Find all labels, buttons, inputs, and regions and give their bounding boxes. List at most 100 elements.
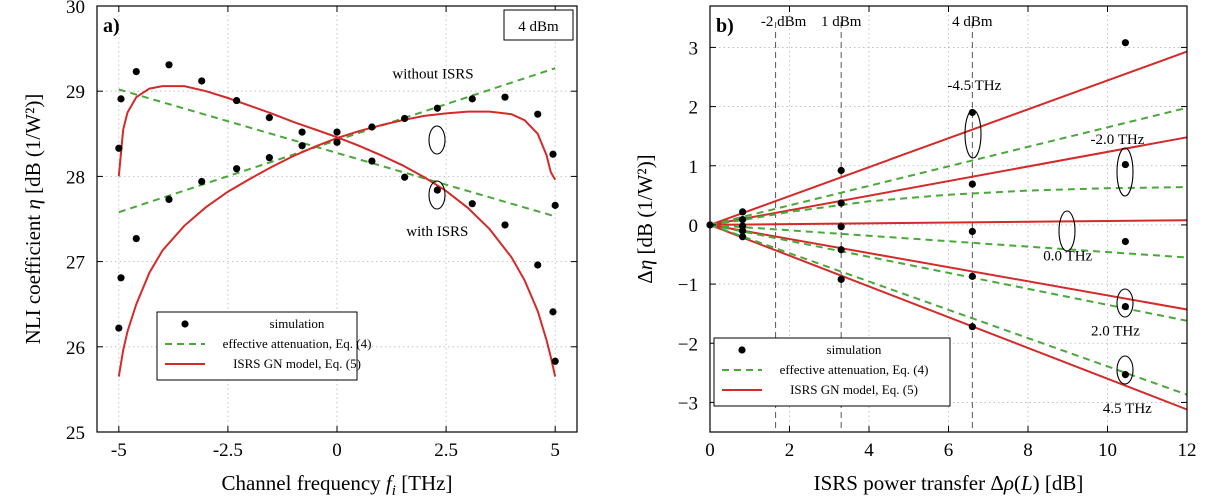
x-tick-label: 8 (1023, 440, 1033, 461)
simulation-point (117, 95, 125, 103)
x-tick-label: 0 (332, 440, 342, 461)
x-tick-label: 5 (550, 440, 560, 461)
simulation-point (468, 95, 476, 103)
annotation-label: without ISRS (392, 66, 473, 82)
y-tick-label: 2 (689, 98, 699, 119)
simulation-point (738, 208, 747, 216)
simulation-point (837, 275, 845, 283)
simulation-point (115, 144, 123, 152)
y-tick-label: 29 (66, 82, 85, 103)
simulation-point (117, 274, 125, 282)
legend-entry: effective attenuation, Eq. (4) (780, 362, 929, 377)
annotation-label: 0.0 THz (1043, 248, 1092, 264)
simulation-point (837, 166, 845, 175)
simulation-point (298, 142, 306, 150)
group-ellipse (1058, 210, 1076, 252)
simulation-point (968, 227, 976, 236)
group-ellipse (1116, 147, 1134, 197)
effective-attenuation-curve (709, 223, 1188, 259)
simulation-point (265, 114, 273, 122)
simulation-point (198, 177, 206, 186)
simulation-point (233, 165, 241, 173)
y-tick-label: −2 (678, 334, 698, 355)
simulation-point (837, 246, 845, 254)
x-tick-label: 12 (1178, 440, 1197, 461)
x-tick-label: -5 (111, 440, 127, 461)
effective-attenuation-curve (709, 106, 1188, 226)
simulation-point (968, 272, 976, 280)
simulation-point (549, 150, 557, 158)
legend-entry: ISRS GN model, Eq. (5) (790, 382, 918, 397)
y-axis-label-b: Δη [dB (1/W²)] (633, 154, 657, 283)
y-tick-label: 27 (66, 253, 85, 274)
simulation-point (1121, 237, 1129, 246)
x-axis-label-b: ISRS power transfer Δρ(L) [dB] (814, 471, 1084, 495)
group-ellipse (428, 125, 446, 155)
y-axis-label-a: NLI coefficient η [dB (1/W²)] (21, 94, 45, 345)
isrs-gn-model-curve (117, 110, 557, 377)
x-tick-label: -2.5 (213, 440, 243, 461)
annotation-label: -4.5 THz (947, 78, 1001, 94)
x-axis-label-a: Channel frequency fi [THz] (221, 471, 452, 499)
group-ellipse (1116, 288, 1134, 318)
annotation-label: with ISRS (406, 224, 468, 240)
annotation-label: 4.5 THz (1103, 401, 1152, 417)
y-tick-label: 28 (66, 167, 85, 188)
simulation-point (233, 96, 241, 105)
simulation-point (837, 199, 845, 207)
x-tick-label: 10 (1098, 440, 1117, 461)
legend-entry: simulation (827, 342, 882, 357)
simulation-point (968, 323, 976, 331)
simulation-point (333, 128, 341, 136)
simulation-point (401, 114, 409, 123)
y-tick-label: −3 (678, 393, 698, 414)
y-tick-label: 25 (66, 423, 85, 444)
x-tick-label: 2 (785, 440, 795, 461)
simulation-point (501, 93, 509, 101)
y-tick-label: 3 (689, 38, 699, 59)
simulation-point (534, 110, 542, 118)
simulation-point (198, 77, 206, 85)
simulation-point (115, 324, 123, 332)
power-marker-label: -2 dBm (761, 14, 807, 30)
annotation-label: -2.0 THz (1090, 132, 1144, 148)
y-tick-label: 26 (66, 338, 85, 359)
effective-attenuation-curve (709, 186, 1188, 226)
chart-panel-a: -5 -2.5 0 2.5 5 25 26 27 28 29 30 a) 4 dBm without IS… (66, 0, 578, 461)
simulation-point (551, 357, 559, 365)
simulation-point (265, 154, 273, 162)
power-marker-label: 4 dBm (952, 14, 993, 30)
legend-marker-simulation (738, 346, 746, 354)
simulation-point (132, 234, 140, 243)
annotation-label: 2.0 THz (1091, 324, 1140, 340)
power-label-box (503, 9, 574, 41)
simulation-point (165, 195, 173, 204)
y-tick-label: 30 (66, 0, 85, 18)
legend-box (156, 311, 358, 381)
simulation-point (433, 104, 441, 112)
simulation-point (468, 200, 476, 208)
simulation-point (298, 128, 306, 136)
x-tick-label: 6 (944, 440, 954, 461)
simulation-point (132, 68, 140, 76)
legend-box (713, 337, 951, 407)
x-tick-label: 4 (864, 440, 874, 461)
simulation-point (165, 61, 173, 69)
effective-attenuation-curve (709, 223, 1188, 396)
legend-entry: effective attenuation, Eq. (4) (223, 336, 372, 351)
x-tick-label: 2.5 (434, 440, 458, 461)
simulation-point (968, 180, 976, 188)
simulation-point (401, 173, 409, 181)
simulation-point (549, 308, 557, 316)
group-ellipse (1116, 355, 1134, 385)
simulation-point (534, 261, 542, 269)
isrs-gn-model-curve (709, 219, 1188, 226)
legend: simulation effective attenuation, Eq. (4)… (156, 311, 372, 381)
legend-entry: simulation (270, 316, 325, 331)
simulation-point (333, 138, 341, 146)
y-tick-label: −1 (678, 275, 698, 296)
legend: simulation effective attenuation, Eq. (4)… (713, 337, 951, 407)
panel-label: a) (103, 15, 120, 37)
isrs-gn-model-curve (709, 223, 1188, 311)
